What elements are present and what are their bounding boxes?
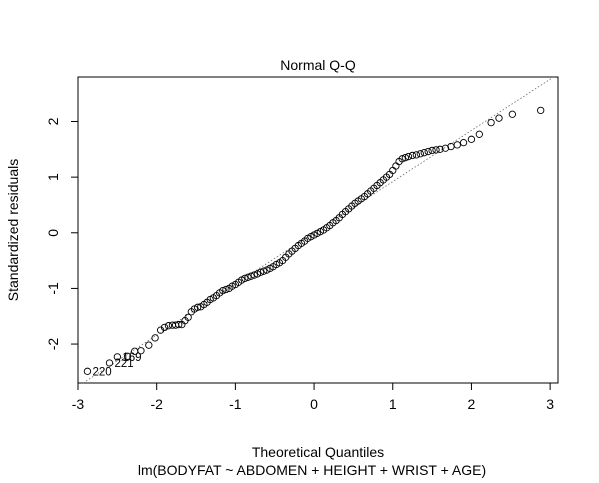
x-tick-label: 3 [546,396,554,412]
qq-point [459,139,468,147]
qq-point [420,149,428,157]
y-tick-label: 0 [45,229,61,237]
qq-point [441,144,450,152]
x-tick-label: 1 [389,396,397,412]
qq-point [164,322,173,330]
qq-point [184,313,192,321]
y-tick-label: 2 [45,117,61,125]
qq-point [508,110,517,118]
qq-point [453,141,461,149]
qq-point [175,320,183,329]
chart-subtitle: lm(BODYFAT ~ ABDOMEN + HEIGHT + WRIST + … [138,462,486,478]
point-label: 220 [92,366,111,378]
x-tick-label: -3 [72,396,85,412]
qq-point [105,359,114,367]
y-tick-label: 1 [45,173,61,181]
qq-point [404,152,413,161]
x-axis-label: Theoretical Quantiles [252,444,384,460]
qq-point [436,145,444,153]
qq-point [260,267,268,275]
qq-point [247,272,255,280]
qq-point [256,268,265,276]
qq-point [151,334,159,342]
qq-point [123,352,132,360]
qq-point [467,135,476,143]
y-tick-label: -2 [45,338,61,351]
qq-point [241,274,249,283]
qq-point [145,341,153,349]
qq-point [113,353,121,361]
plot-frame [77,76,559,384]
qq-point [537,106,545,115]
qq-point [219,286,227,295]
point-label: 221 [114,358,133,370]
chart-title: Normal Q-Q [280,57,356,73]
qq-point [160,323,169,332]
point-label: 169 [122,352,141,364]
qq-point [83,367,92,375]
x-tick-label: 0 [310,396,318,412]
y-tick-label: -1 [45,282,61,295]
x-tick-label: -2 [150,396,163,412]
qq-point [416,150,424,158]
qq-point [428,146,436,155]
qq-point [475,130,483,138]
x-tick-label: 2 [468,396,476,412]
qq-point [412,151,421,159]
qq-point [432,146,440,154]
qq-point [424,147,432,156]
y-axis-label: Standardized residuals [5,159,21,301]
qq-point [392,162,400,170]
qq-point [487,118,495,127]
qq-point [447,142,455,151]
qq-point [244,273,252,281]
qq-point [408,151,417,160]
x-tick-label: -1 [229,396,242,412]
qq-point [495,114,503,122]
qq-point [222,285,230,294]
qq-point [398,155,406,163]
qq-point [193,303,202,311]
qq-point [401,154,409,162]
qq-point [137,347,145,355]
qq-point [250,271,258,279]
